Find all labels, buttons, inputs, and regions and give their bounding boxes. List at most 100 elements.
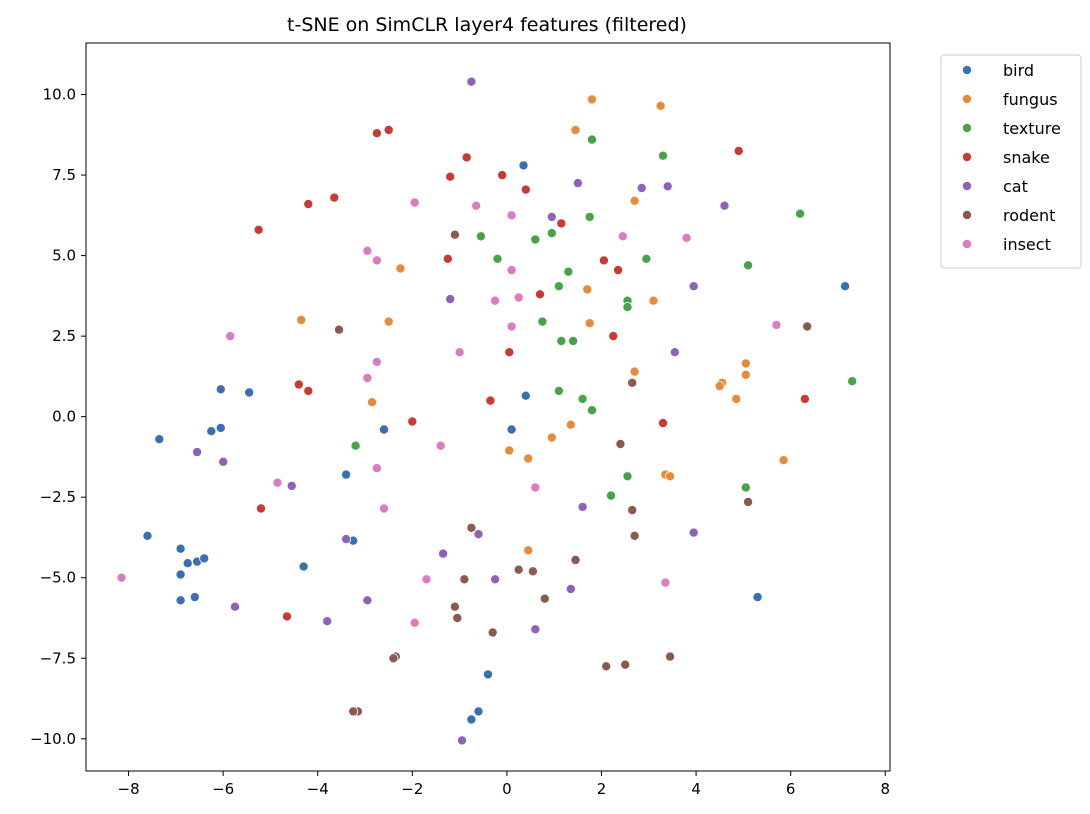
y-axis: −10.0 −7.5 −5.0 −2.5 0.0 2.5 5.0 7.5 10.0 [30,86,86,748]
point-bird-0 [840,281,851,292]
point-texture-23 [606,490,617,501]
point-snake-2 [733,145,744,156]
x-tick-label: −8 [118,780,140,798]
point-bird-7 [506,424,517,435]
point-cat-0 [466,76,477,87]
point-rodent-20 [620,659,631,670]
point-cat-8 [669,347,680,358]
point-bird-1 [518,160,529,171]
point-snake-6 [520,184,531,195]
point-fungus-14 [714,381,725,392]
point-cat-15 [438,548,449,559]
point-snake-5 [497,170,508,181]
x-tick-label: 2 [597,780,607,798]
point-insect-13 [454,347,465,358]
point-rodent-6 [627,505,638,516]
x-tick-label: 8 [880,780,890,798]
y-tick-label: 7.5 [52,166,76,184]
point-insect-1 [471,200,482,211]
point-texture-11 [553,281,564,292]
point-snake-24 [281,611,292,622]
point-rodent-0 [449,229,460,240]
point-rodent-2 [802,321,813,332]
point-cat-3 [662,181,673,192]
point-rodent-16 [487,627,498,638]
point-cat-4 [546,211,557,222]
point-rodent-10 [513,564,524,575]
point-snake-20 [485,395,496,406]
point-cat-10 [218,456,229,467]
point-rodent-8 [466,522,477,533]
point-snake-9 [253,224,264,235]
point-insect-21 [116,572,127,583]
point-texture-24 [740,482,751,493]
point-insect-15 [362,372,373,383]
point-fungus-23 [665,471,676,482]
point-cat-9 [192,447,203,458]
point-insect-11 [506,321,517,332]
point-fungus-4 [395,263,406,274]
point-insect-19 [272,477,283,488]
point-texture-3 [584,211,595,222]
point-rodent-4 [615,438,626,449]
plot-frame [85,42,891,772]
point-snake-4 [445,171,456,182]
legend: bird fungus texture snake cat rodent insect [940,54,1082,269]
legend-marker-rodent [962,209,973,220]
point-fungus-20 [523,453,534,464]
legend-marker-fungus [962,94,973,105]
point-texture-13 [622,302,633,313]
point-rodent-1 [333,324,344,335]
point-fungus-1 [655,100,666,111]
point-fungus-24 [523,545,534,556]
point-texture-1 [658,150,669,161]
point-rodent-19 [601,661,612,672]
point-texture-19 [577,393,588,404]
legend-label-insect: insect [1003,235,1051,254]
point-rodent-21 [665,651,676,662]
chart-title: t-SNE on SimCLR layer4 features (filtere… [287,14,687,36]
point-fungus-15 [731,393,742,404]
point-texture-21 [350,440,361,451]
point-rodent-11 [527,566,538,577]
point-bird-15 [199,553,210,564]
point-bird-16 [175,569,186,580]
point-insect-22 [421,574,432,585]
legend-marker-cat [962,180,973,191]
legend-label-cat: cat [1003,177,1028,196]
point-bird-23 [473,706,484,717]
point-rodent-12 [459,574,470,585]
point-texture-8 [641,253,652,264]
point-insect-7 [506,265,517,276]
point-insect-24 [409,617,420,628]
point-fungus-17 [565,419,576,430]
point-fungus-21 [778,455,789,466]
y-tick-label: 0.0 [52,408,76,426]
legend-marker-snake [962,151,973,162]
point-insect-3 [617,231,628,242]
point-bird-12 [175,543,186,554]
point-rodent-7 [629,530,640,541]
point-snake-21 [407,416,418,427]
y-tick-label: −5.0 [40,569,76,587]
point-insect-2 [506,210,517,221]
y-tick-label: 10.0 [43,86,76,104]
point-texture-0 [587,134,598,145]
point-fungus-0 [587,94,598,105]
point-cat-17 [490,574,501,585]
point-insect-8 [490,295,501,306]
legend-marker-insect [962,238,973,249]
point-cat-22 [530,624,541,635]
point-fungus-12 [740,369,751,380]
point-bird-3 [244,387,255,398]
point-rodent-5 [743,496,754,507]
point-bird-19 [298,561,309,572]
point-insect-0 [409,197,420,208]
point-rodent-3 [627,377,638,388]
point-fungus-3 [629,195,640,206]
point-rodent-18 [388,653,399,664]
point-snake-22 [658,418,669,429]
point-texture-18 [553,385,564,396]
point-bird-24 [466,714,477,725]
